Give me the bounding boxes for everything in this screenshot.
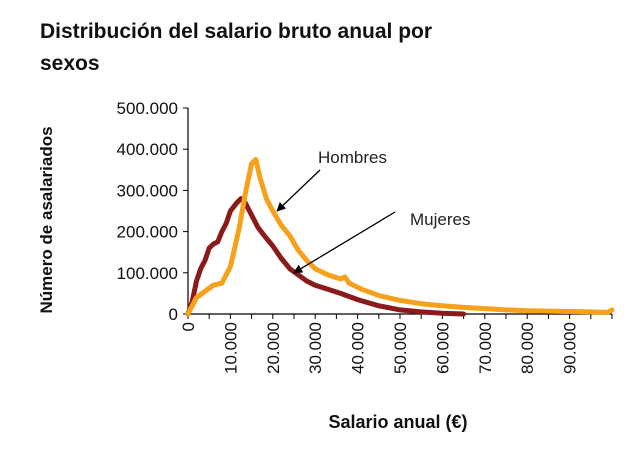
x-tick-label: 30.000 bbox=[306, 322, 325, 374]
x-tick-label: 80.000 bbox=[518, 322, 537, 374]
y-axis: 0 100.000 200.000 300.000 400.000 500.000 bbox=[117, 99, 189, 324]
series-line-hombres bbox=[185, 157, 615, 317]
x-tick-label: 20.000 bbox=[264, 322, 283, 374]
series-annotations: Hombres Mujeres bbox=[276, 148, 470, 274]
x-axis-label: Salario anual (€) bbox=[328, 412, 467, 432]
x-tick-label: 40.000 bbox=[349, 322, 368, 374]
x-tick-label: 70.000 bbox=[476, 322, 495, 374]
x-tick-label: 60.000 bbox=[433, 322, 452, 374]
chart-title-line-1: Distribución del salario bruto anual por bbox=[40, 20, 432, 43]
y-tick-label: 100.000 bbox=[117, 264, 178, 283]
series-line-mujeres bbox=[185, 196, 467, 317]
x-tick-label: 0 bbox=[179, 322, 198, 331]
x-axis: 0 10.000 20.000 30.000 40.000 50.000 60.000 70.… bbox=[179, 313, 613, 374]
chart-title-line-2: sexos bbox=[40, 52, 100, 75]
annotation-arrow-hombres bbox=[276, 169, 321, 212]
y-tick-label: 0 bbox=[169, 305, 178, 324]
annotation-label-hombres: Hombres bbox=[318, 148, 387, 167]
y-tick-label: 500.000 bbox=[117, 99, 178, 118]
y-tick-label: 400.000 bbox=[117, 140, 178, 159]
y-tick-label: 300.000 bbox=[117, 181, 178, 200]
x-tick-label: 10.000 bbox=[221, 322, 240, 374]
series-lines bbox=[185, 157, 615, 317]
annotation-label-mujeres: Mujeres bbox=[410, 210, 470, 229]
x-tick-label: 90.000 bbox=[561, 322, 580, 374]
x-tick-label: 50.000 bbox=[391, 322, 410, 374]
y-tick-label: 200.000 bbox=[117, 223, 178, 242]
y-axis-label: Número de asalariados bbox=[37, 126, 56, 313]
annotation-arrow-mujeres bbox=[293, 211, 396, 274]
